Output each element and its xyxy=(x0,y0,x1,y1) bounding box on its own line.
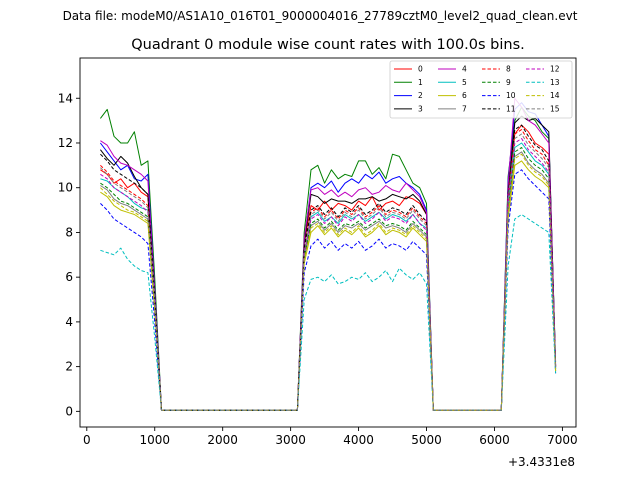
legend-label-12: 12 xyxy=(550,65,560,74)
legend-label-15: 15 xyxy=(550,104,560,113)
legend-label-8: 8 xyxy=(506,65,511,74)
plot-area xyxy=(100,97,557,411)
y-tick-label: 12 xyxy=(58,136,73,150)
legend-label-1: 1 xyxy=(418,78,423,87)
legend-label-7: 7 xyxy=(462,104,467,113)
x-tick-label: 4000 xyxy=(343,433,374,447)
legend-box xyxy=(389,60,573,119)
legend-label-5: 5 xyxy=(462,78,467,87)
x-tick-label: 7000 xyxy=(547,433,578,447)
x-tick-label: 1000 xyxy=(139,433,170,447)
legend-label-13: 13 xyxy=(550,78,560,87)
series-line-14 xyxy=(100,153,557,411)
axes-frame xyxy=(79,57,577,428)
legend-label-10: 10 xyxy=(506,91,516,100)
x-tick-label: 6000 xyxy=(479,433,510,447)
y-tick-label: 0 xyxy=(65,404,73,418)
x-tick-label: 0 xyxy=(83,433,91,447)
legend-label-11: 11 xyxy=(506,104,516,113)
legend-label-6: 6 xyxy=(462,91,467,100)
y-tick-label: 4 xyxy=(65,315,73,329)
chart-title: Quadrant 0 module wise count rates with … xyxy=(131,37,525,53)
legend-label-4: 4 xyxy=(462,65,467,74)
x-tick-label: 2000 xyxy=(207,433,238,447)
legend-label-2: 2 xyxy=(418,91,423,100)
y-tick-label: 10 xyxy=(58,181,73,195)
legend-label-9: 9 xyxy=(506,78,511,87)
legend-label-0: 0 xyxy=(418,65,423,74)
y-tick-label: 6 xyxy=(65,270,73,284)
y-tick-label: 2 xyxy=(65,360,73,374)
x-tick-label: 5000 xyxy=(411,433,442,447)
chart-suptitle: Data file: modeM0/AS1A10_016T01_90000040… xyxy=(63,9,578,23)
series-line-15 xyxy=(100,133,557,411)
legend-label-14: 14 xyxy=(550,91,560,100)
x-tick-label: 3000 xyxy=(275,433,306,447)
x-offset-label: +3.4331e8 xyxy=(508,455,575,469)
y-tick-label: 8 xyxy=(65,225,73,239)
y-tick-label: 14 xyxy=(58,91,73,105)
legend-label-3: 3 xyxy=(418,104,423,113)
